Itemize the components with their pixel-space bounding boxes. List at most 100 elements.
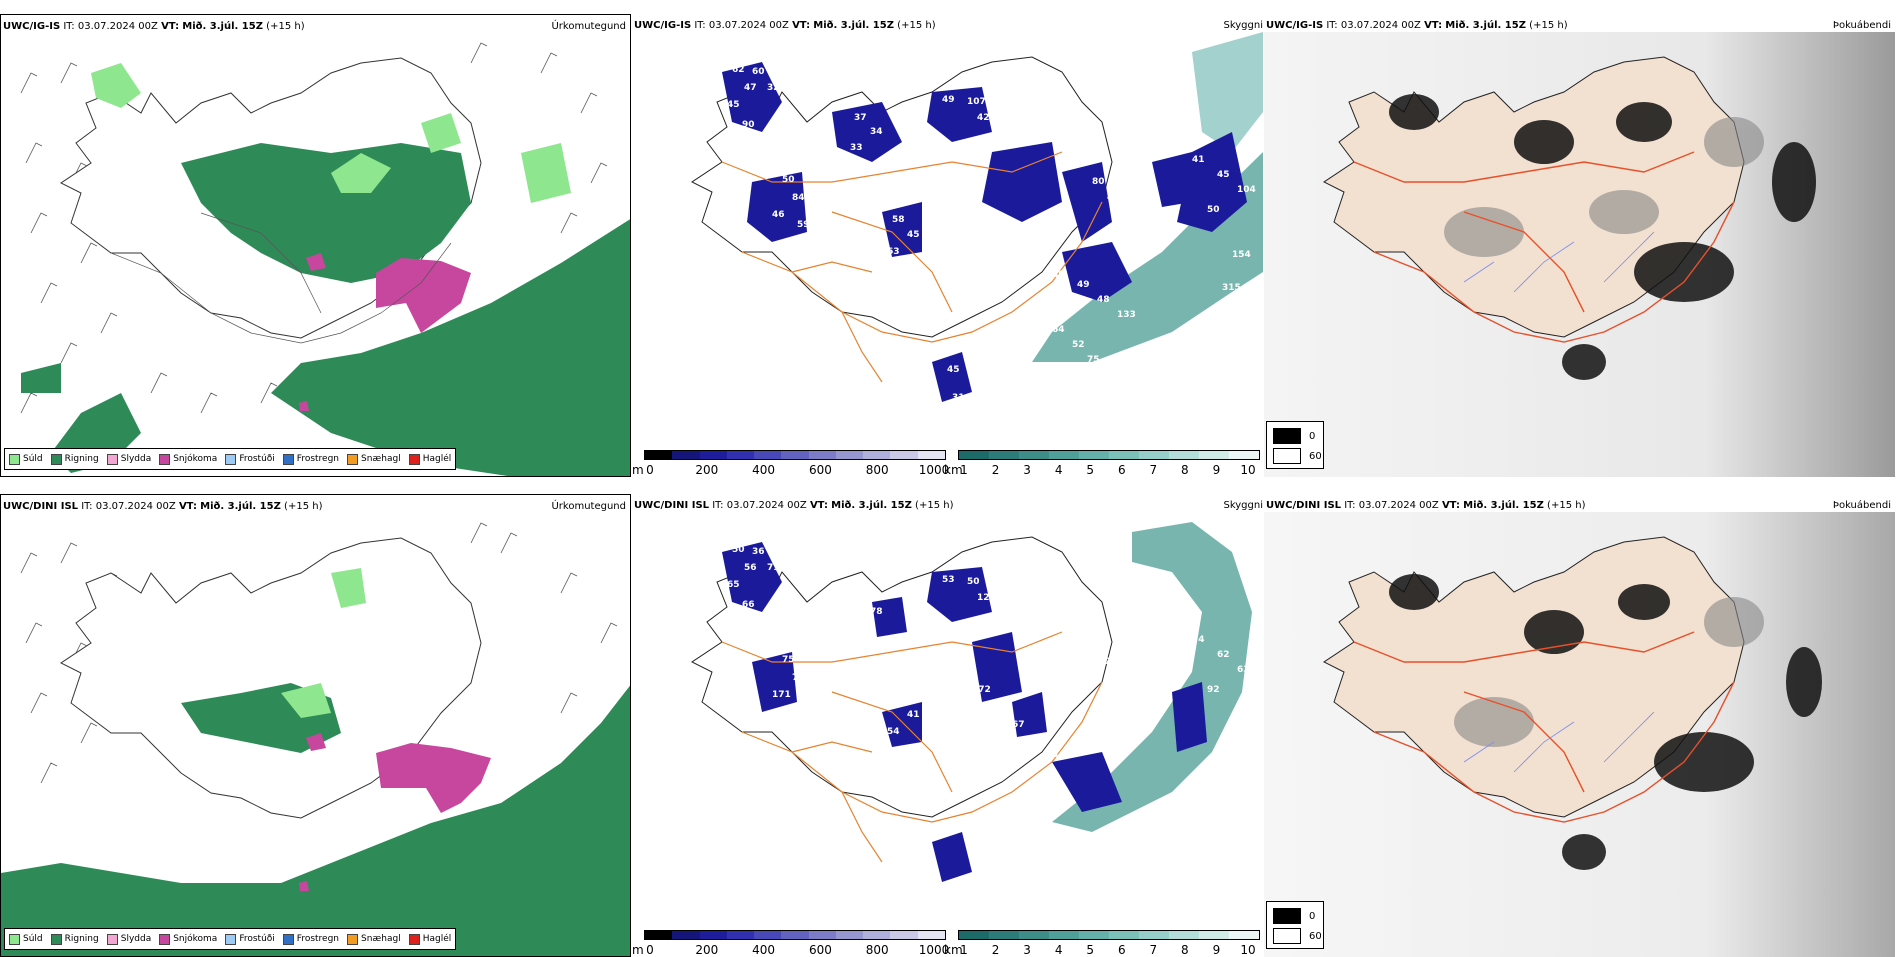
panel-title: Skyggni (1223, 500, 1263, 511)
cloud-base-label: 71 (767, 563, 780, 573)
snow-swatch (159, 933, 171, 945)
fog-panel-row1: UWC/IG-IS IT: 03.07.2024 00Z VT: Mið. 3.… (1264, 14, 1895, 477)
fog-dark-areas (1389, 94, 1816, 380)
tick-label: 0 (646, 943, 654, 957)
cloud-base-label: 58 (892, 215, 905, 225)
colorbar-step (835, 451, 864, 459)
cloud-base-label: 55 (850, 623, 863, 633)
tick-label: 800 (865, 943, 889, 957)
cloud-base-label: 154 (1232, 250, 1251, 260)
low-visibility-area (1052, 522, 1252, 832)
cloud-base-label: 41 (1107, 673, 1120, 683)
tick-label: 0 (646, 463, 654, 477)
legend-item-drizzle: Súld (9, 453, 43, 465)
tick-label: 10 (1240, 463, 1256, 477)
snow-swatch (159, 453, 171, 465)
visibility-tick-labels: 1 2 3 4 5 6 7 8 9 10 (958, 943, 1258, 957)
ceiling-colorbar (644, 930, 946, 940)
colorbar-step (1169, 451, 1199, 459)
rain-swatch (50, 933, 62, 945)
freezing-rain-swatch (282, 933, 294, 945)
colorbar-step (959, 451, 989, 459)
cloud-base-label: 66 (742, 600, 755, 610)
legend-item-freezing-rain: Frostregn (282, 933, 339, 945)
drizzle-swatch (9, 933, 20, 945)
cloud-base-label: 36 (1077, 157, 1090, 167)
cloud-base-label: 92 (1207, 685, 1220, 695)
cloud-base-label: 97 (1012, 240, 1025, 250)
tick-label: 200 (695, 943, 719, 957)
tick-label: 8 (1181, 463, 1189, 477)
colorbar-step (1019, 451, 1049, 459)
tick-label: 1000 (918, 463, 950, 477)
legend-item-freezing-rain: Frostregn (282, 453, 339, 465)
cloud-base-label: 75 (782, 655, 795, 665)
panel-header: UWC/DINI ISL IT: 03.07.2024 00Z VT: Mið.… (634, 500, 954, 511)
sleet-swatch (106, 453, 118, 465)
tick-label: 3 (1023, 463, 1031, 477)
cloud-base-label: 80 (1092, 177, 1105, 187)
tick-label: 4 (1054, 463, 1063, 477)
legend-item-freezing-drizzle: Frostúði (225, 933, 275, 945)
tick-label: 4 (1054, 943, 1063, 957)
cloud-base-label: 78 (870, 607, 883, 617)
cloud-base-label: 47 (744, 83, 757, 93)
colorbar-step (1079, 931, 1109, 939)
visibility-panel-row1: UWC/IG-IS IT: 03.07.2024 00Z VT: Mið. 3.… (632, 14, 1263, 477)
iceland-outline (60, 537, 482, 819)
precip-legend: Súld Rigning Slydda Snjókoma Frostúði Fr… (4, 928, 457, 950)
fog-legend: 0 60 (1266, 901, 1324, 949)
panel-header: UWC/IG-IS IT: 03.07.2024 00Z VT: Mið. 3.… (1266, 20, 1568, 31)
sleet-swatch (106, 933, 118, 945)
colorbar-step (989, 451, 1019, 459)
tick-label: 7 (1149, 463, 1158, 477)
colorbar-step (917, 931, 945, 939)
tick-label: 600 (808, 943, 832, 957)
cloud-base-label: 979 (1027, 583, 1046, 593)
cloud-base-label: 35 (1062, 140, 1075, 150)
colorbar-step (959, 931, 989, 939)
snow-pellets-swatch (347, 933, 359, 945)
fog-grey-areas (1444, 117, 1764, 257)
fog-low-swatch (1273, 908, 1301, 924)
colorbar-step (808, 451, 836, 459)
cloud-base-label: 171 (772, 690, 791, 700)
precip-map (20, 42, 630, 476)
fog-high-swatch (1273, 448, 1301, 464)
visibility-panel-row2: UWC/DINI ISL IT: 03.07.2024 00Z VT: Mið.… (632, 494, 1263, 957)
cloud-base-label: 50 (967, 577, 980, 587)
legend-item-hail: Haglél (408, 933, 451, 945)
cloud-base-label: 49 (1077, 280, 1090, 290)
roads (721, 151, 1103, 383)
cloud-base-label: 34 (1052, 750, 1065, 760)
rivers (1463, 711, 1655, 773)
panel-header: UWC/DINI ISL IT: 03.07.2024 00Z VT: Mið.… (1266, 500, 1586, 511)
cloud-base-label: 315 (1222, 283, 1241, 293)
tick-label: 400 (752, 463, 776, 477)
precip-type-panel-row1: UWC/IG-IS IT: 03.07.2024 00Z VT: Mið. 3.… (0, 14, 631, 477)
cloud-base-label: 125 (977, 593, 996, 603)
colorbar-step (1199, 931, 1229, 939)
cloud-base-label: 71 (1032, 255, 1045, 265)
freezing-drizzle-swatch (225, 453, 237, 465)
cloud-base-label: 84 (792, 193, 805, 203)
tick-label: 5 (1086, 943, 1095, 957)
fog-map (1264, 32, 1895, 477)
tick-label: 7 (1149, 943, 1158, 957)
colorbar-step (1169, 931, 1199, 939)
cloud-base-label: 52 (1044, 603, 1057, 613)
legend-item-sleet: Slydda (106, 933, 151, 945)
cloud-base-label: 63 (887, 247, 900, 257)
cloud-base-label: 31 (952, 393, 965, 403)
fog-high-swatch (1273, 928, 1301, 944)
colorbar-step (1109, 451, 1139, 459)
colorbar-step (726, 451, 755, 459)
ceiling-tick-labels: 0 200 400 600 800 1000 (644, 943, 949, 957)
freezing-rain-swatch (282, 453, 294, 465)
panel-title: Þokuábendi (1832, 20, 1891, 31)
cloud-base-label: 86 (992, 225, 1005, 235)
panel-title: Þokuábendi (1832, 500, 1891, 511)
colorbar-step (672, 931, 700, 939)
panel-title: Úrkomutegund (551, 501, 626, 512)
